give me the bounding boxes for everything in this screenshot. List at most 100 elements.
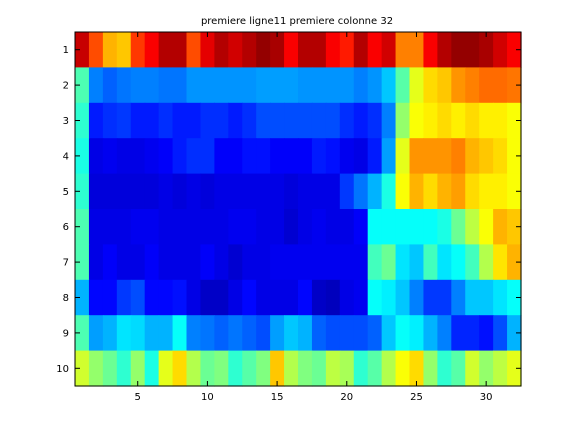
heatmap-cell	[353, 350, 369, 387]
heatmap-cell	[311, 279, 327, 316]
heatmap-cell	[493, 138, 508, 175]
heatmap-cell	[325, 102, 341, 139]
heatmap-cell	[186, 173, 202, 210]
heatmap-cell	[298, 67, 313, 104]
heatmap-cell	[493, 32, 508, 68]
heatmap-cell	[270, 138, 285, 175]
heatmap-cell	[228, 315, 243, 352]
y-axis: 1 2 3 4 5 6 7 8 9 10	[56, 45, 521, 375]
heatmap-cell	[144, 32, 160, 68]
heatmap-cell	[88, 209, 104, 245]
heatmap-cell	[479, 279, 494, 316]
heatmap-cell	[465, 315, 480, 352]
heatmap-cell	[409, 279, 425, 316]
heatmap-cell	[256, 138, 271, 175]
heatmap-cell	[270, 315, 285, 352]
heatmap-cell	[381, 244, 397, 281]
heatmap-cell	[116, 209, 132, 245]
heatmap-cell	[353, 173, 369, 210]
heatmap-cell	[102, 350, 118, 387]
heatmap-cell	[284, 244, 299, 281]
heatmap-cell	[200, 102, 215, 139]
heatmap-cell	[437, 67, 452, 104]
heatmap-cell	[256, 173, 271, 210]
heatmap-cell	[395, 138, 411, 175]
heatmap-cell	[381, 102, 397, 139]
y-tick-label: 5	[63, 187, 69, 198]
heatmap-cell	[75, 102, 90, 139]
heatmap-cell	[130, 350, 146, 387]
y-tick-label: 2	[63, 81, 69, 92]
heatmap-cell	[423, 138, 438, 175]
heatmap-cell	[228, 102, 243, 139]
heatmap-cell	[353, 244, 369, 281]
heatmap-cell	[507, 244, 522, 281]
heatmap-cell	[353, 67, 369, 104]
heatmap-cell	[130, 32, 146, 68]
heatmap-cell	[493, 244, 508, 281]
heatmap-cell	[353, 138, 369, 175]
heatmap-cell	[298, 209, 313, 245]
heatmap-cell	[200, 315, 215, 352]
heatmap-cell	[353, 102, 369, 139]
heatmap-cell	[395, 67, 411, 104]
heatmap-cell	[172, 102, 188, 139]
heatmap-cell	[367, 209, 383, 245]
heatmap-cell	[88, 350, 104, 387]
heatmap-cell	[367, 67, 383, 104]
heatmap-cell	[437, 102, 452, 139]
heatmap-cell	[75, 350, 90, 387]
heatmap-cell	[88, 32, 104, 68]
heatmap-cell	[437, 173, 452, 210]
heatmap-cell	[186, 32, 202, 68]
heatmap-cell	[172, 173, 188, 210]
heatmap-cell	[325, 32, 341, 68]
heatmap-cell	[102, 315, 118, 352]
heatmap-cell	[367, 102, 383, 139]
heatmap-cell	[465, 67, 480, 104]
heatmap-cell	[75, 138, 90, 175]
heatmap-cell	[158, 173, 174, 210]
heatmap-cell	[395, 32, 411, 68]
heatmap-cell	[339, 173, 355, 210]
heatmap-cell	[507, 209, 522, 245]
heatmap-cell	[270, 350, 285, 387]
heatmap-cell	[214, 350, 229, 387]
heatmap-cell	[116, 138, 132, 175]
heatmap-cell	[200, 32, 215, 68]
heatmap-cell	[284, 279, 299, 316]
heatmap-cell	[339, 244, 355, 281]
heatmap-cell	[437, 32, 452, 68]
heatmap-cell	[339, 315, 355, 352]
heatmap-cell	[284, 102, 299, 139]
heatmap-cell	[367, 279, 383, 316]
heatmap-cell	[298, 173, 313, 210]
heatmap-cell	[186, 102, 202, 139]
heatmap-cell	[172, 32, 188, 68]
heatmap-cell	[507, 315, 522, 352]
heatmap-cell	[479, 102, 494, 139]
heatmap-cell	[451, 173, 466, 210]
heatmap-cell	[88, 244, 104, 281]
x-tick-label: 10	[201, 392, 214, 403]
heatmap-cell	[311, 138, 327, 175]
heatmap-cell	[88, 315, 104, 352]
heatmap-cell	[409, 209, 425, 245]
heatmap-cell	[256, 32, 271, 68]
heatmap-cell	[172, 67, 188, 104]
heatmap-cell	[144, 173, 160, 210]
heatmap-cell	[479, 173, 494, 210]
heatmap-cell	[75, 32, 90, 68]
heatmap-cell	[75, 209, 90, 245]
heatmap-cell	[256, 102, 271, 139]
heatmap-cell	[298, 279, 313, 316]
heatmap-cell	[451, 102, 466, 139]
heatmap-cell	[437, 315, 452, 352]
heatmap-cell	[409, 67, 425, 104]
x-tick-label: 25	[410, 392, 423, 403]
heatmap-cell	[451, 279, 466, 316]
heatmap-cell	[367, 350, 383, 387]
heatmap-cell	[423, 32, 438, 68]
heatmap-cell	[256, 244, 271, 281]
heatmap-cell	[381, 315, 397, 352]
